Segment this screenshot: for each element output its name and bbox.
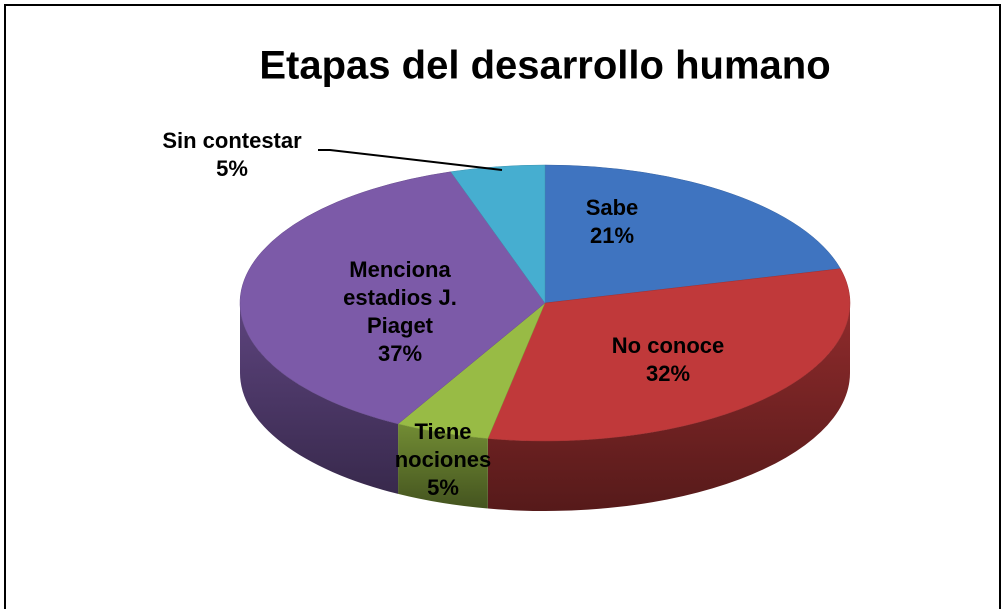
pie-side	[398, 423, 488, 509]
pie-slice	[450, 164, 546, 304]
slice-label: Tiene nociones 5%	[388, 418, 498, 502]
leader-line	[318, 149, 503, 171]
pie-slice	[239, 171, 546, 425]
slice-label: Sin contestar 5%	[142, 127, 322, 183]
value-label: 32%	[645, 361, 691, 386]
category-label: Sabe	[585, 195, 639, 220]
value-label: 5%	[216, 156, 248, 181]
value-label: 37%	[377, 341, 423, 366]
slice-label: Menciona estadios J. Piaget 37%	[330, 256, 470, 368]
pie-side	[487, 303, 850, 511]
slice-label: Sabe 21%	[552, 194, 672, 250]
value-label: 5%	[427, 475, 459, 500]
pie-side	[240, 303, 399, 494]
chart-title: Etapas del desarrollo humano	[259, 43, 831, 88]
slice-label: No conoce 32%	[588, 332, 748, 388]
category-label: Sin contestar	[162, 128, 302, 153]
value-label: 21%	[589, 223, 635, 248]
chart-frame	[4, 4, 1001, 609]
pie-slice	[487, 268, 851, 442]
category-label: Tiene nociones	[394, 419, 492, 472]
category-label: No conoce	[611, 333, 725, 358]
category-label: Menciona estadios J. Piaget	[343, 257, 457, 338]
pie-slice	[544, 164, 841, 304]
